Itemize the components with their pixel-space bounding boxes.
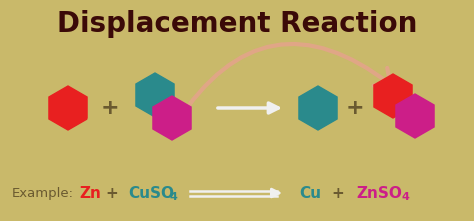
Text: Displacement Reaction: Displacement Reaction [57, 10, 417, 38]
Text: +: + [100, 98, 119, 118]
Text: +: + [332, 185, 345, 200]
Text: +: + [106, 185, 118, 200]
Text: Example:: Example: [12, 187, 74, 200]
Polygon shape [374, 74, 412, 118]
Polygon shape [396, 94, 434, 138]
Text: Zn: Zn [79, 185, 101, 200]
Polygon shape [153, 96, 191, 140]
Polygon shape [299, 86, 337, 130]
FancyArrowPatch shape [176, 44, 390, 123]
Text: ZnSO: ZnSO [356, 185, 402, 200]
Text: 4: 4 [170, 192, 178, 202]
Polygon shape [136, 73, 174, 117]
Text: +: + [346, 98, 365, 118]
Text: CuSO: CuSO [128, 185, 174, 200]
Text: Cu: Cu [299, 185, 321, 200]
Polygon shape [49, 86, 87, 130]
Text: 4: 4 [402, 192, 410, 202]
